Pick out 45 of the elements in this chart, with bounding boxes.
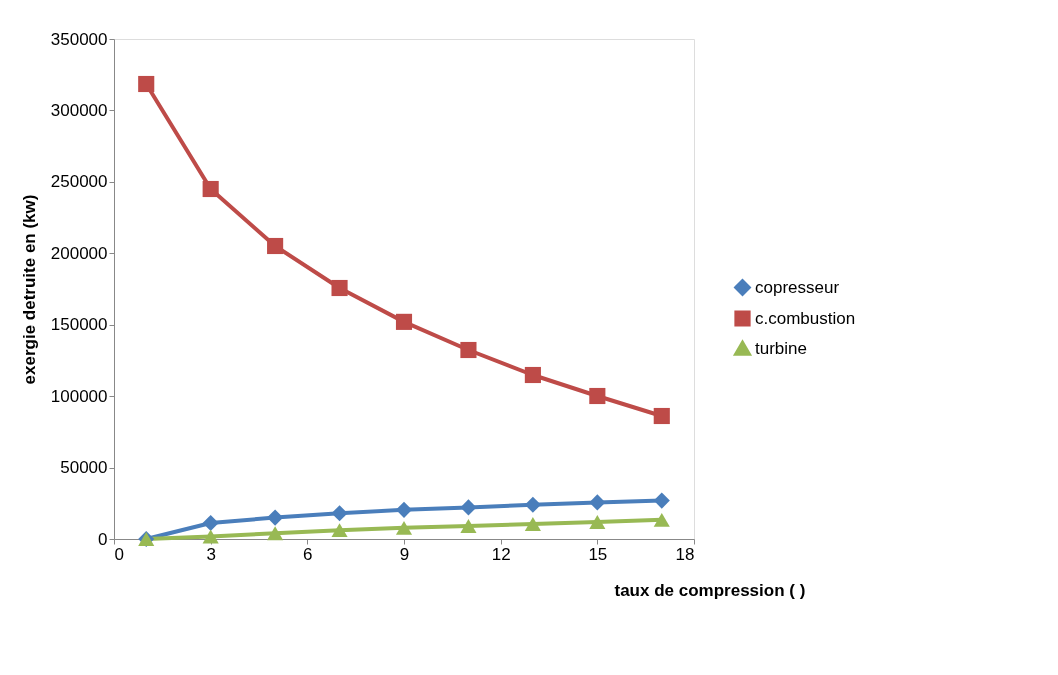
y-tick-label: 0 [98,529,108,549]
y-tick-label: 50000 [60,458,108,478]
legend-label: turbine [755,338,807,358]
x-tick-label: 12 [491,544,511,564]
x-tick-label: 3 [206,544,216,564]
point [460,499,477,516]
point [395,501,413,518]
point [267,526,284,541]
point [331,279,348,297]
point [202,180,219,198]
y-tick-label: 300000 [50,100,108,120]
point [267,509,284,526]
point [267,237,284,255]
point [653,407,670,425]
point [524,366,541,384]
x-tick-label: 9 [399,544,410,564]
y-tick-label: 100000 [50,386,108,406]
point [524,496,541,513]
point [460,519,477,533]
y-tick-label: 150000 [50,315,108,335]
point [202,514,219,532]
point [202,529,219,544]
point [331,505,348,522]
x-tick-label: 18 [675,544,695,564]
point [589,515,606,529]
x-tick-label: 15 [588,544,608,564]
y-tick-label: 350000 [50,29,108,49]
point [589,494,606,511]
legend-label: c.combustion [755,308,856,328]
y-axis-title: exergie detruite en (kw) [19,194,39,385]
y-tick-label: 200000 [50,243,108,263]
point [138,75,155,93]
point [653,512,670,527]
point [653,492,670,509]
point [395,313,413,330]
point [331,523,348,538]
x-axis-title: taux de compression ( ) [614,580,806,600]
point [524,517,541,531]
y-tick-label: 250000 [50,172,108,192]
x-tick-label: 0 [114,544,124,564]
legend-label: copresseur [755,277,840,297]
x-tick-label: 6 [303,544,313,564]
point [460,341,477,359]
point [395,520,413,535]
point [589,387,606,405]
